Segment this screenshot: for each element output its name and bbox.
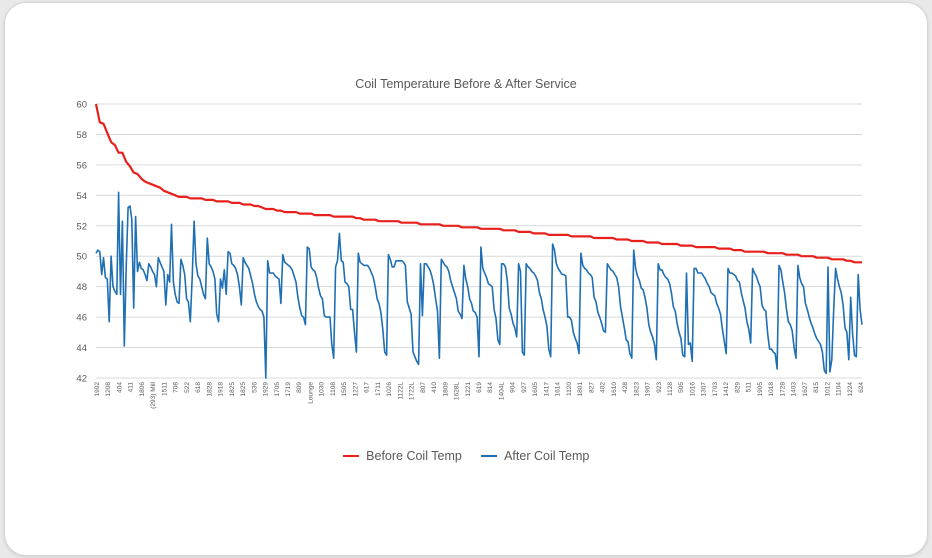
legend-label-after: After Coil Temp xyxy=(504,448,590,463)
x-tick-label: 1026 xyxy=(386,382,393,397)
series-line-after xyxy=(95,191,863,379)
x-tick-label: 827 xyxy=(588,382,595,393)
x-tick-label: 1719 xyxy=(285,382,292,397)
x-tick-label: 1614 xyxy=(555,382,562,397)
y-tick-label: 56 xyxy=(76,160,87,171)
x-tick-label: 1628L xyxy=(454,382,461,400)
x-tick-label: 1307 xyxy=(701,382,708,397)
x-tick-label: 617 xyxy=(364,382,371,393)
x-tick-label: 402 xyxy=(600,382,607,393)
x-tick-label: 619 xyxy=(476,382,483,393)
x-tick-label: 1711 xyxy=(375,382,382,396)
x-tick-label: 1605 xyxy=(532,382,539,397)
x-tick-label: 923 xyxy=(656,382,663,393)
x-tick-label: 522 xyxy=(184,382,191,393)
x-tick-label: 1404L xyxy=(498,382,505,400)
x-tick-label: 1728 xyxy=(779,382,786,397)
x-tick-label: Lounge xyxy=(307,382,314,404)
series-line-before xyxy=(94,103,862,264)
x-tick-label: 536 xyxy=(251,382,258,393)
y-tick-label: 44 xyxy=(76,343,87,354)
legend-item-before: Before Coil Temp xyxy=(342,448,462,463)
y-tick-label: 54 xyxy=(76,191,87,202)
x-tick-label: 1030 xyxy=(319,382,326,397)
x-tick-label: 1801 xyxy=(577,382,584,397)
x-tick-label: 411 xyxy=(128,382,135,393)
x-tick-label: 1703 xyxy=(712,382,719,397)
x-tick-label: 809 xyxy=(296,382,303,393)
x-tick-label: 505 xyxy=(678,382,685,393)
x-tick-label: 1122L xyxy=(397,382,404,400)
x-tick-label: 708 xyxy=(173,382,180,393)
x-tick-label: 1809 xyxy=(442,382,449,397)
legend-item-after: After Coil Temp xyxy=(481,449,589,463)
y-tick-label: 42 xyxy=(76,374,87,385)
legend-swatch-after xyxy=(481,455,498,458)
x-tick-label: 1227 xyxy=(352,382,359,397)
x-tick-label: 1016 xyxy=(689,382,696,397)
x-tick-label: 1902 xyxy=(94,382,101,397)
x-tick-label: 1208 xyxy=(105,382,112,397)
x-tick-label: 1505 xyxy=(341,382,348,397)
x-tick-label: 1705 xyxy=(274,382,281,397)
x-tick-label: 814 xyxy=(487,382,494,393)
x-tick-label: 1511 xyxy=(161,382,168,396)
x-tick-label: 1128 xyxy=(667,382,674,396)
x-tick-label: 1018 xyxy=(768,382,775,397)
y-axis-ticks: 42 44 46 48 50 52 54 56 58 60 xyxy=(76,100,87,385)
x-tick-label: 404 xyxy=(116,382,123,393)
y-tick-label: 48 xyxy=(76,282,87,293)
x-tick-label: 1905 xyxy=(757,382,764,397)
x-tick-label: 410 xyxy=(431,382,438,393)
x-tick-label: 1012 xyxy=(824,382,831,397)
x-tick-label: 807 xyxy=(420,382,427,393)
x-tick-label: 1412 xyxy=(723,382,730,397)
x-tick-label: 1825 xyxy=(229,382,236,397)
x-tick-label: 829 xyxy=(734,382,741,393)
x-tick-label: 428 xyxy=(622,382,629,393)
legend: Before Coil Temp After Coil Temp xyxy=(0,448,932,463)
x-tick-label: 815 xyxy=(813,382,820,393)
x-tick-label: 1722L xyxy=(409,382,416,400)
x-tick-label: 1120 xyxy=(566,382,573,396)
x-tick-label: 1610 xyxy=(611,382,618,397)
x-tick-label: 1828 xyxy=(206,382,213,397)
x-tick-label: 1825 xyxy=(240,382,247,397)
x-tick-label: 1823 xyxy=(633,382,640,397)
legend-label-before: Before Coil Temp xyxy=(366,448,462,463)
x-tick-label: 1224 xyxy=(847,382,854,397)
x-tick-label: 1806 xyxy=(139,382,146,397)
x-tick-label: 904 xyxy=(510,382,517,393)
x-axis-ticks: 1902 1208 404 411 1806 (293) Mill 1511 708 522 61… xyxy=(94,381,865,408)
x-tick-label: 511 xyxy=(746,382,753,393)
x-tick-label: 1104 xyxy=(836,382,843,396)
legend-swatch-before xyxy=(342,455,359,458)
x-tick-label: 618 xyxy=(195,382,202,393)
y-tick-label: 60 xyxy=(76,100,87,111)
y-tick-label: 50 xyxy=(76,252,87,263)
x-tick-label: 1627 xyxy=(802,382,809,397)
x-tick-label: 1221 xyxy=(465,382,472,397)
x-tick-label: 1918 xyxy=(218,382,225,397)
series-lines xyxy=(94,103,863,379)
y-tick-label: 58 xyxy=(76,130,87,141)
x-tick-label: 927 xyxy=(521,382,528,393)
x-tick-label: 1108 xyxy=(330,382,337,396)
y-tick-label: 46 xyxy=(76,313,87,324)
x-tick-label: 1417 xyxy=(543,382,550,397)
x-tick-label: 624 xyxy=(858,382,865,393)
x-tick-label: 1403 xyxy=(791,382,798,397)
y-tick-label: 52 xyxy=(76,221,87,232)
chart-title: Coil Temperature Before & After Service xyxy=(355,77,577,91)
x-tick-label: 1929 xyxy=(263,382,270,397)
x-tick-label: 1907 xyxy=(645,382,652,397)
x-tick-label: (293) Mill xyxy=(150,381,157,408)
